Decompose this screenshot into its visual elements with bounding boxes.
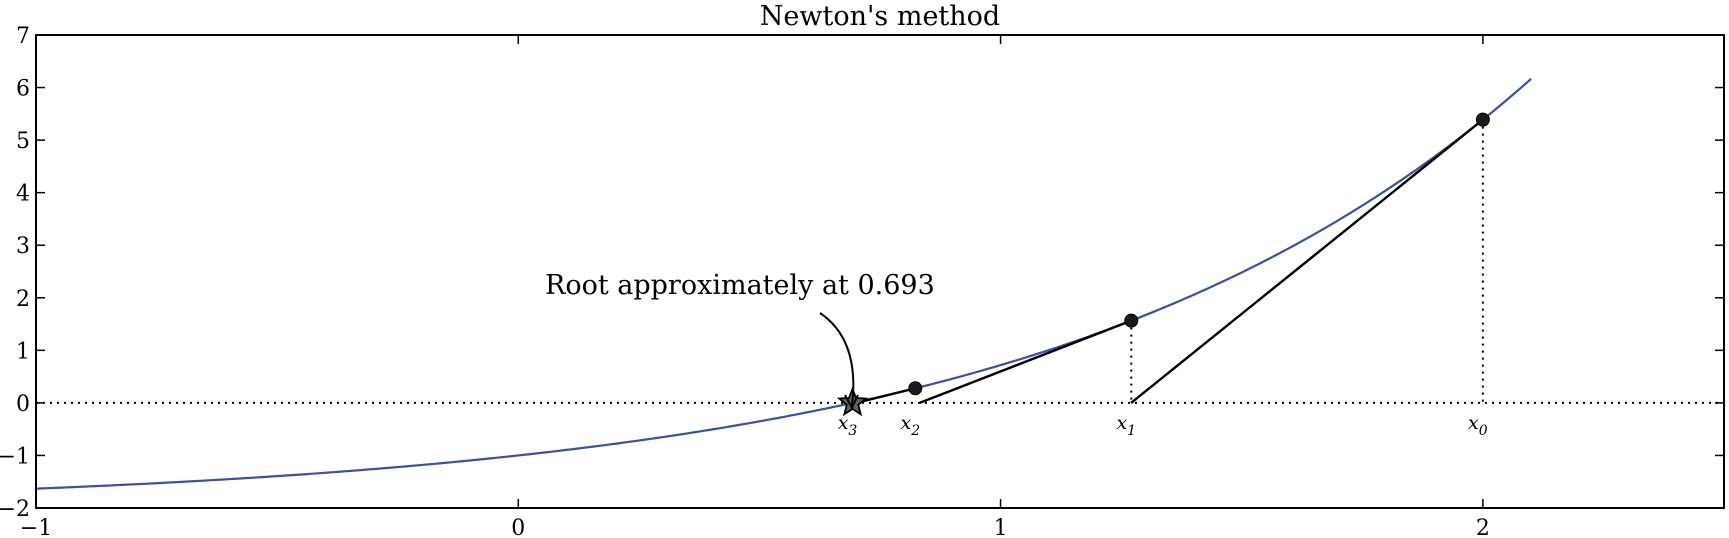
x-tick-label: 0: [511, 516, 525, 538]
iterate-point-x0: [1475, 112, 1490, 127]
plot-frame: [35, 34, 1725, 509]
iterate-index-0: 0: [1479, 423, 1488, 439]
y-tick-label: 1: [16, 339, 30, 364]
x-tick-label: 2: [1476, 516, 1490, 538]
y-tick-label: −1: [0, 444, 30, 469]
tangent-line-x0: [1130, 118, 1484, 404]
tangent-line-x1: [919, 319, 1132, 405]
iterate-point-x1: [1124, 313, 1139, 328]
y-tick-label: −2: [0, 497, 30, 522]
iterate-point-x2: [908, 381, 923, 396]
iterate-label-x2: x2: [900, 412, 920, 439]
iterate-label-x1: x1: [1116, 412, 1136, 439]
iterate-index-1: 1: [1127, 423, 1136, 439]
y-tick-label: 5: [16, 129, 30, 154]
iterate-index-3: 3: [848, 423, 857, 439]
iterate-label-x3: x3: [838, 412, 858, 439]
y-tick-label: 3: [16, 234, 30, 259]
annotation-group: Root approximately at 0.693 x0 x1 x2 x3: [545, 270, 1488, 439]
y-tick-label: 2: [16, 287, 30, 312]
y-tick-label: 6: [16, 77, 30, 102]
x-tick-label: −1: [20, 516, 52, 538]
y-tick-label: 0: [16, 392, 30, 417]
tangent-line-x2: [856, 387, 916, 405]
y-tick-label: 4: [16, 182, 30, 207]
annotation-arrowhead: [844, 394, 859, 411]
function-curve: [36, 77, 1532, 490]
annotation-arrow: [819, 312, 855, 407]
iterate-index-2: 2: [910, 423, 920, 439]
root-annotation: Root approximately at 0.693: [545, 270, 935, 301]
x-tick-label: 1: [994, 516, 1008, 538]
y-tick-label: 7: [16, 24, 30, 49]
chart-title: Newton's method: [760, 1, 1000, 32]
iterate-label-x0: x0: [1468, 412, 1488, 439]
